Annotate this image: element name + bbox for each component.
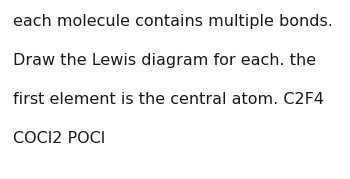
Text: COCl2 POCl: COCl2 POCl [13,131,105,146]
Text: first element is the central atom. C2F4: first element is the central atom. C2F4 [13,92,324,107]
Text: each molecule contains multiple bonds.: each molecule contains multiple bonds. [13,14,333,29]
Text: Draw the Lewis diagram for each. the: Draw the Lewis diagram for each. the [13,53,316,68]
